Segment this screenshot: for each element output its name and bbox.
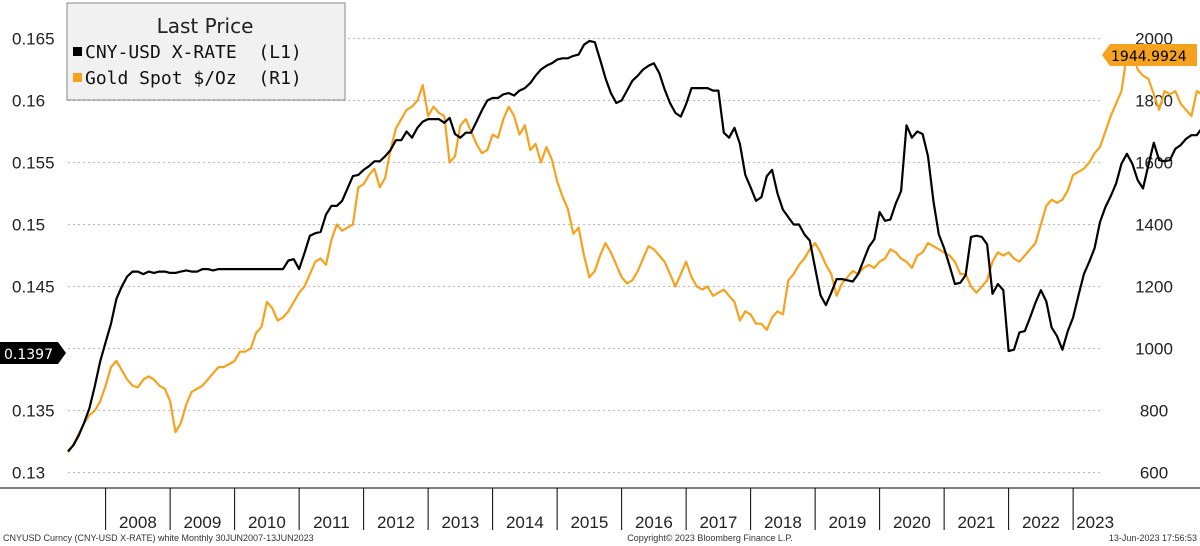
left-tick-label: 0.135 — [12, 402, 55, 421]
left-tick-label: 0.145 — [12, 278, 55, 297]
legend-label-cny: CNY-USD X-RATE (L1) — [85, 42, 302, 63]
footer-copyright: Copyright© 2023 Bloomberg Finance L.P. — [627, 533, 793, 543]
x-tick-label: 2019 — [828, 513, 866, 532]
x-tick-label: 2010 — [248, 513, 286, 532]
left-tick-label: 0.15 — [12, 216, 45, 235]
x-tick-label: 2020 — [893, 513, 931, 532]
left-tick-label: 0.165 — [12, 30, 55, 49]
right-tick-label: 600 — [1140, 464, 1168, 483]
last-value-tag-left: 0.1397 — [0, 342, 66, 364]
legend-box — [66, 2, 346, 101]
legend-swatch-gold — [73, 73, 82, 82]
x-tick-label: 2017 — [699, 513, 737, 532]
left-tick-label: 0.16 — [12, 92, 45, 111]
x-tick-label: 2012 — [377, 513, 415, 532]
last-value-left: 0.1397 — [4, 347, 53, 363]
x-tick-label: 2016 — [635, 513, 673, 532]
x-tick-label: 2021 — [957, 513, 995, 532]
last-value-right: 1944.9924 — [1111, 49, 1187, 65]
left-tick-label: 0.155 — [12, 154, 55, 173]
footer-timestamp: 13-Jun-2023 17:56:53 — [1109, 533, 1197, 543]
legend-swatch-cny — [73, 47, 82, 56]
x-tick-label: 2008 — [119, 513, 157, 532]
series-layer — [67, 39, 1200, 454]
series-line-cny-usd — [67, 39, 1200, 453]
x-tick-label: 2018 — [764, 513, 802, 532]
right-tick-label: 2000 — [1135, 30, 1173, 49]
footer-source: CNYUSD Curncy (CNY-USD X-RATE) white Mon… — [3, 533, 314, 543]
x-tick-label: 2022 — [1022, 513, 1060, 532]
right-tick-label: 800 — [1140, 402, 1168, 421]
x-axis: 2008 2009 2010 2011 2012 2013 2014 2015 2016 2017… — [0, 487, 1200, 532]
x-tick-label: 2023 — [1076, 513, 1114, 532]
x-tick-label: 2015 — [570, 513, 608, 532]
right-tick-label: 1400 — [1135, 216, 1173, 235]
legend: Last Price CNY-USD X-RATE (L1) Gold Spot… — [66, 2, 346, 101]
series-line-gold-spot — [67, 46, 1200, 454]
x-tick-label: 2009 — [183, 513, 221, 532]
right-tick-label: 1000 — [1135, 340, 1173, 359]
left-tick-label: 0.13 — [12, 464, 45, 483]
left-axis: 0.13 0.135 0.145 0.15 0.155 0.16 0.165 — [12, 30, 55, 483]
legend-label-gold: Gold Spot $/Oz (R1) — [85, 68, 302, 89]
legend-title: Last Price — [157, 14, 254, 38]
x-tick-label: 2014 — [506, 513, 544, 532]
right-tick-label: 1200 — [1135, 278, 1173, 297]
x-tick-label: 2013 — [441, 513, 479, 532]
last-value-tag-right: 1944.9924 — [1102, 44, 1197, 66]
x-tick-label: 2011 — [313, 513, 350, 532]
right-tick-label: 1600 — [1135, 154, 1173, 173]
